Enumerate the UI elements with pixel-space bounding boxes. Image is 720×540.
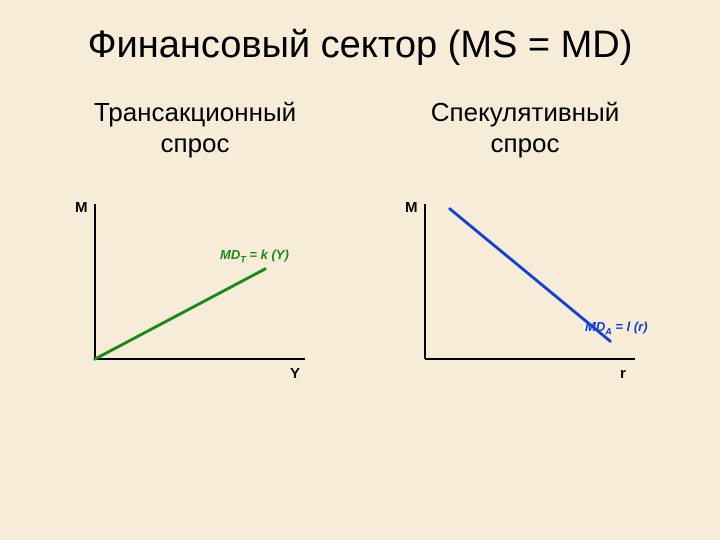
x-axis-label: r: [620, 365, 626, 382]
plot-right-svg: [395, 199, 655, 379]
chart-left-subtitle: Трансакционный спрос: [94, 97, 296, 159]
subtitle-line1: Трансакционный: [94, 97, 296, 127]
slide-title: Финансовый сектор (MS = MD): [0, 0, 720, 67]
slide: Финансовый сектор (MS = MD) Трансакционн…: [0, 0, 720, 540]
y-axis-label: M: [405, 199, 418, 216]
charts-row: Трансакционный спрос M Y MDT = k (Y) Спе…: [0, 97, 720, 379]
chart-left: Трансакционный спрос M Y MDT = k (Y): [40, 97, 350, 379]
curve-label: MDA = l (r): [585, 319, 648, 337]
subtitle-line2: спрос: [490, 128, 559, 158]
subtitle-line2: спрос: [161, 128, 230, 158]
y-axis-label: M: [75, 199, 88, 216]
plot-left: M Y MDT = k (Y): [65, 199, 325, 379]
curve-label: MDT = k (Y): [220, 247, 289, 265]
plot-right: M r MDA = l (r): [395, 199, 655, 379]
x-axis-label: Y: [290, 365, 300, 382]
subtitle-line1: Спекулятивный: [431, 97, 619, 127]
chart-right-subtitle: Спекулятивный спрос: [431, 97, 619, 159]
chart-right: Спекулятивный спрос M r MDA = l (r): [370, 97, 680, 379]
plot-left-svg: [65, 199, 325, 379]
